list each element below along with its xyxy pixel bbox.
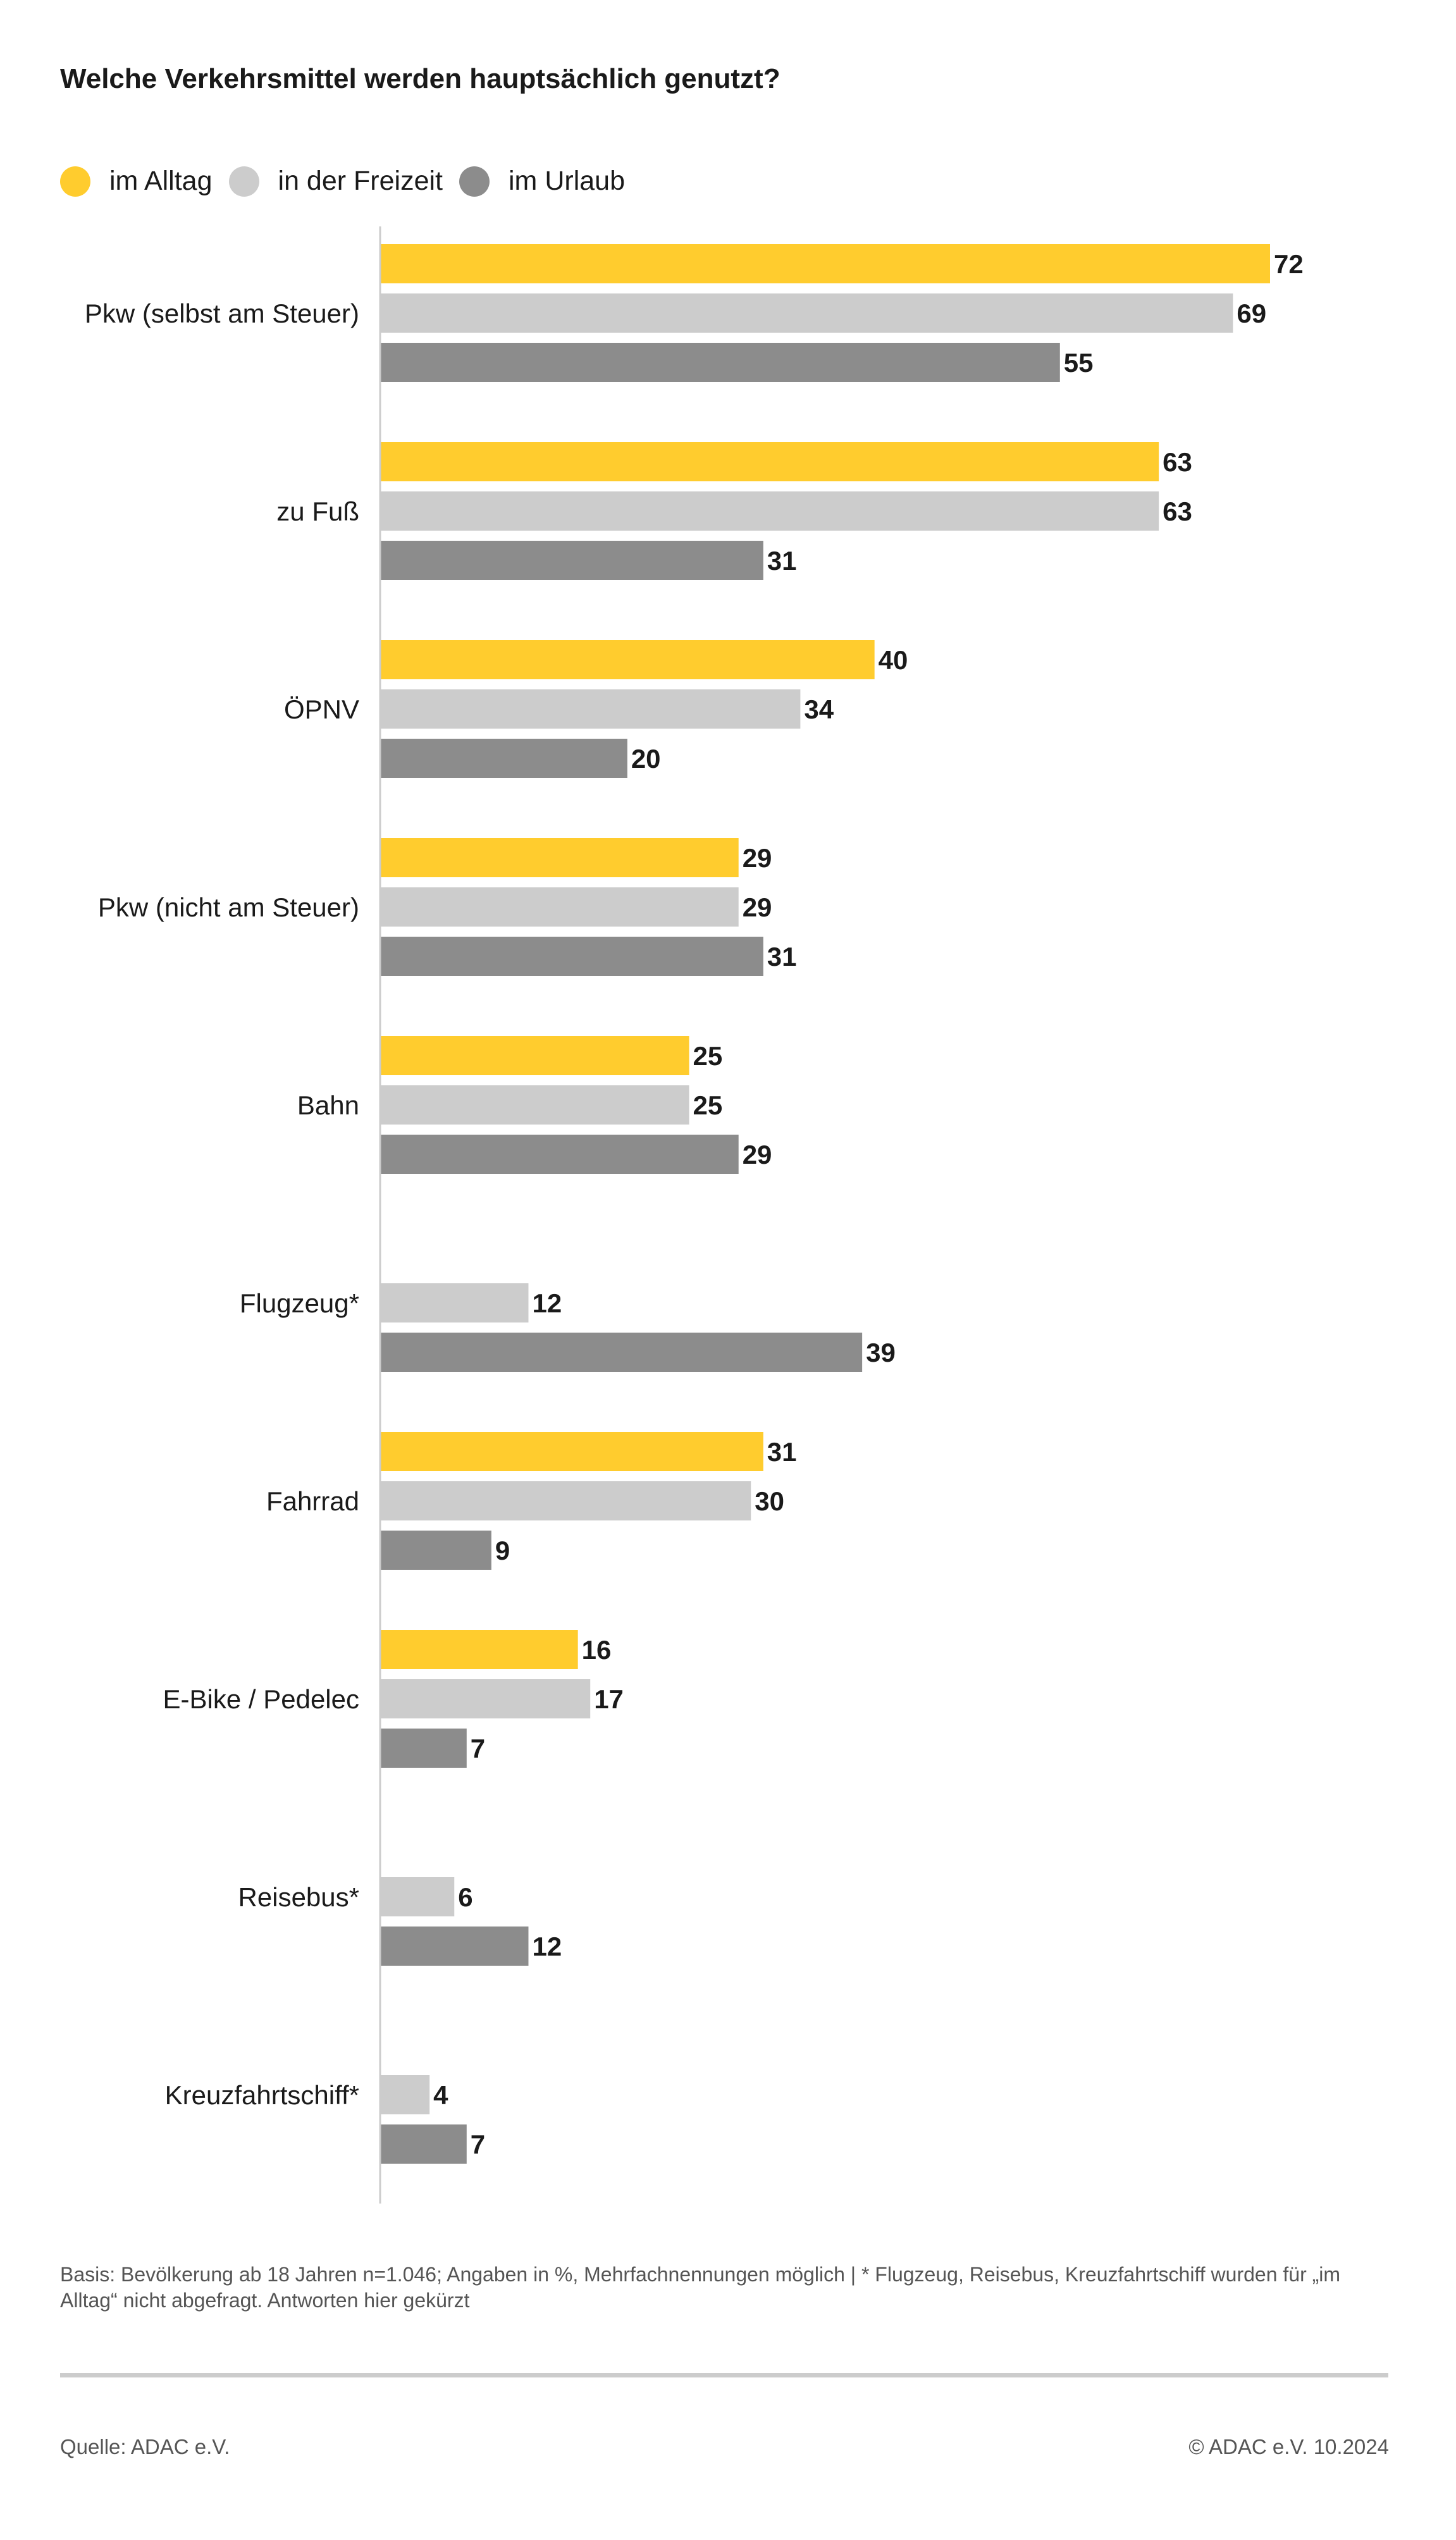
bar xyxy=(380,640,875,679)
category-label: Reisebus* xyxy=(238,1882,359,1912)
data-label: 16 xyxy=(582,1635,612,1665)
bar xyxy=(380,1036,689,1075)
legend: im Alltag in der Freizeit im Urlaub xyxy=(60,166,641,197)
bar xyxy=(380,1333,863,1372)
legend-item-urlaub: im Urlaub xyxy=(459,166,625,197)
data-label: 31 xyxy=(767,942,797,971)
category-label: Kreuzfahrtschiff* xyxy=(165,2080,359,2110)
bar xyxy=(380,1729,467,1768)
bar xyxy=(380,887,739,927)
category-label: Flugzeug* xyxy=(240,1288,359,1318)
data-label: 29 xyxy=(743,892,772,922)
chart-title: Welche Verkehrsmittel werden hauptsächli… xyxy=(60,63,780,94)
data-label: 31 xyxy=(767,1437,797,1467)
bar xyxy=(380,1927,529,1966)
data-label: 7 xyxy=(471,1734,485,1763)
legend-label: in der Freizeit xyxy=(278,166,443,196)
data-label: 69 xyxy=(1237,299,1266,328)
category-label: Pkw (selbst am Steuer) xyxy=(85,299,359,328)
data-label: 40 xyxy=(879,645,908,675)
category-label: Bahn xyxy=(297,1090,359,1120)
data-label: 17 xyxy=(594,1684,624,1714)
bar xyxy=(380,2124,467,2164)
legend-dot-icon xyxy=(60,166,90,197)
legend-dot-icon xyxy=(459,166,490,197)
footnote: Basis: Bevölkerung ab 18 Jahren n=1.046;… xyxy=(60,2263,1341,2312)
legend-item-alltag: im Alltag xyxy=(60,166,213,197)
bar xyxy=(380,1679,591,1718)
data-label: 29 xyxy=(743,843,772,873)
category-label: E-Bike / Pedelec xyxy=(163,1684,360,1714)
bar xyxy=(380,293,1233,333)
bar xyxy=(380,937,763,976)
source: Quelle: ADAC e.V. xyxy=(60,2435,230,2458)
category-label: Fahrrad xyxy=(266,1486,359,1516)
legend-item-freizeit: in der Freizeit xyxy=(228,166,443,197)
data-label: 25 xyxy=(693,1090,723,1120)
data-label: 25 xyxy=(693,1041,723,1071)
bar xyxy=(380,343,1060,382)
data-label: 31 xyxy=(767,546,797,576)
bar xyxy=(380,1283,529,1322)
copyright: © ADAC e.V. 10.2024 xyxy=(1188,2435,1389,2458)
bar xyxy=(380,1630,578,1669)
data-label: 34 xyxy=(804,694,834,724)
bar xyxy=(380,1432,763,1471)
data-label: 6 xyxy=(458,1882,472,1912)
bar xyxy=(380,689,801,729)
legend-label: im Urlaub xyxy=(509,166,625,196)
bar xyxy=(380,1531,491,1570)
bar xyxy=(380,838,739,877)
data-label: 20 xyxy=(631,744,661,774)
data-label: 63 xyxy=(1163,496,1192,526)
bar xyxy=(380,1481,751,1520)
data-label: 55 xyxy=(1064,348,1094,378)
bar xyxy=(380,491,1159,531)
data-label: 39 xyxy=(866,1338,896,1367)
bar xyxy=(380,1085,689,1125)
legend-dot-icon xyxy=(228,166,259,197)
category-label: zu Fuß xyxy=(276,496,359,526)
data-label: 29 xyxy=(743,1140,772,1169)
divider xyxy=(60,2373,1388,2377)
data-label: 4 xyxy=(433,2080,448,2110)
bar xyxy=(380,739,627,778)
bar xyxy=(380,1135,739,1174)
bar xyxy=(380,1877,455,1916)
bar xyxy=(380,442,1159,481)
data-label: 72 xyxy=(1274,249,1304,279)
data-label: 30 xyxy=(755,1486,784,1516)
data-label: 9 xyxy=(495,1536,510,1565)
data-label: 12 xyxy=(533,1288,562,1318)
legend-label: im Alltag xyxy=(109,166,213,196)
category-label: Pkw (nicht am Steuer) xyxy=(98,892,359,922)
data-label: 12 xyxy=(533,1932,562,1961)
data-label: 7 xyxy=(471,2130,485,2159)
bar xyxy=(380,541,763,580)
category-label: ÖPNV xyxy=(284,694,359,724)
bar xyxy=(380,244,1270,283)
bar xyxy=(380,2075,430,2114)
data-label: 63 xyxy=(1163,447,1192,477)
